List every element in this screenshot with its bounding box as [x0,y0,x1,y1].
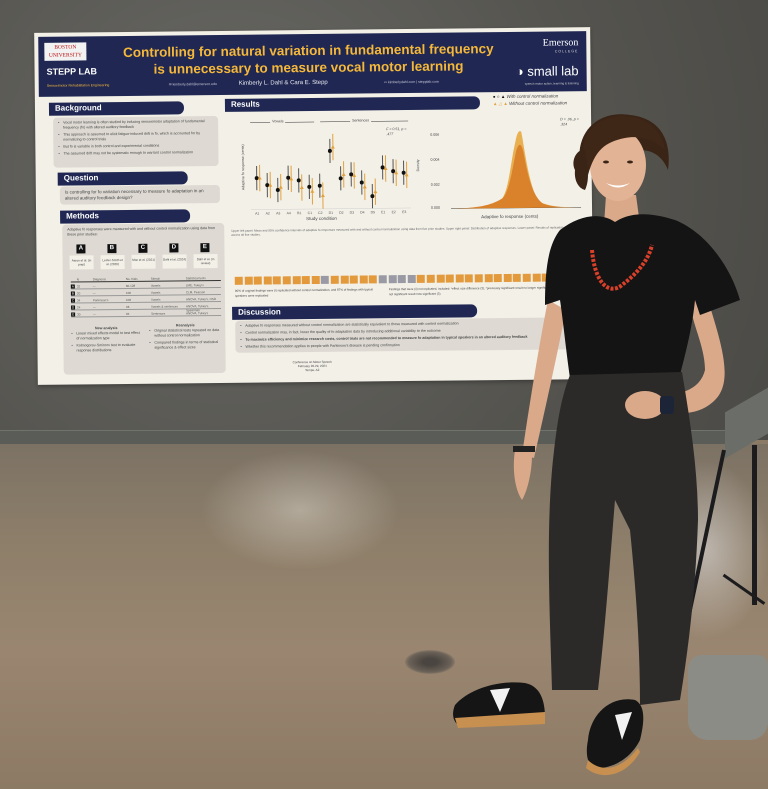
board-bottom-frame [0,430,740,444]
face [590,129,646,201]
svg-text:E2: E2 [392,210,396,214]
stand-leg [752,445,757,605]
density-plot: D = .06, p = .324 Density Adaptive fo re… [416,111,587,223]
svg-text:D4: D4 [360,210,365,214]
svg-text:B1: B1 [297,211,301,215]
smartwatch [660,396,674,414]
left-arm [522,300,566,458]
svg-text:D3: D3 [350,211,355,215]
density-curve [451,131,582,209]
svg-text:D2: D2 [339,211,344,215]
svg-text:A2: A2 [266,211,270,215]
red-bead-necklace [590,244,654,291]
svg-text:D1: D1 [329,211,334,215]
dark-jeans [548,372,698,705]
bracelet [513,446,535,452]
svg-text:C2: C2 [318,211,323,215]
svg-text:E1: E1 [381,210,385,214]
svg-text:D5: D5 [371,210,376,214]
svg-text:E3: E3 [402,210,406,214]
floor-drain [405,650,455,674]
right-arm [660,290,725,413]
svg-text:C1: C1 [308,211,313,215]
condition-means-plot: A1 A2 A3 A4 B1 C1 C2 D1 D2 D3 D4 D5 E1 E2 E3 Vowels Se… [230,112,417,225]
errorbar-chart: A1 A2 A3 A4 B1 C1 C2 D1 D2 D3 D4 D5 E1 E2 E3 [250,120,412,216]
svg-text:A4: A4 [287,211,291,215]
hand [625,391,665,419]
research-poster: BOSTON UNIVERSITY STEPP LAB Sensorimotor… [34,27,594,385]
gray-bag-on-floor [688,655,768,740]
floor-reflection [200,450,400,570]
svg-text:A3: A3 [276,211,280,215]
svg-text:A1: A1 [255,212,259,216]
